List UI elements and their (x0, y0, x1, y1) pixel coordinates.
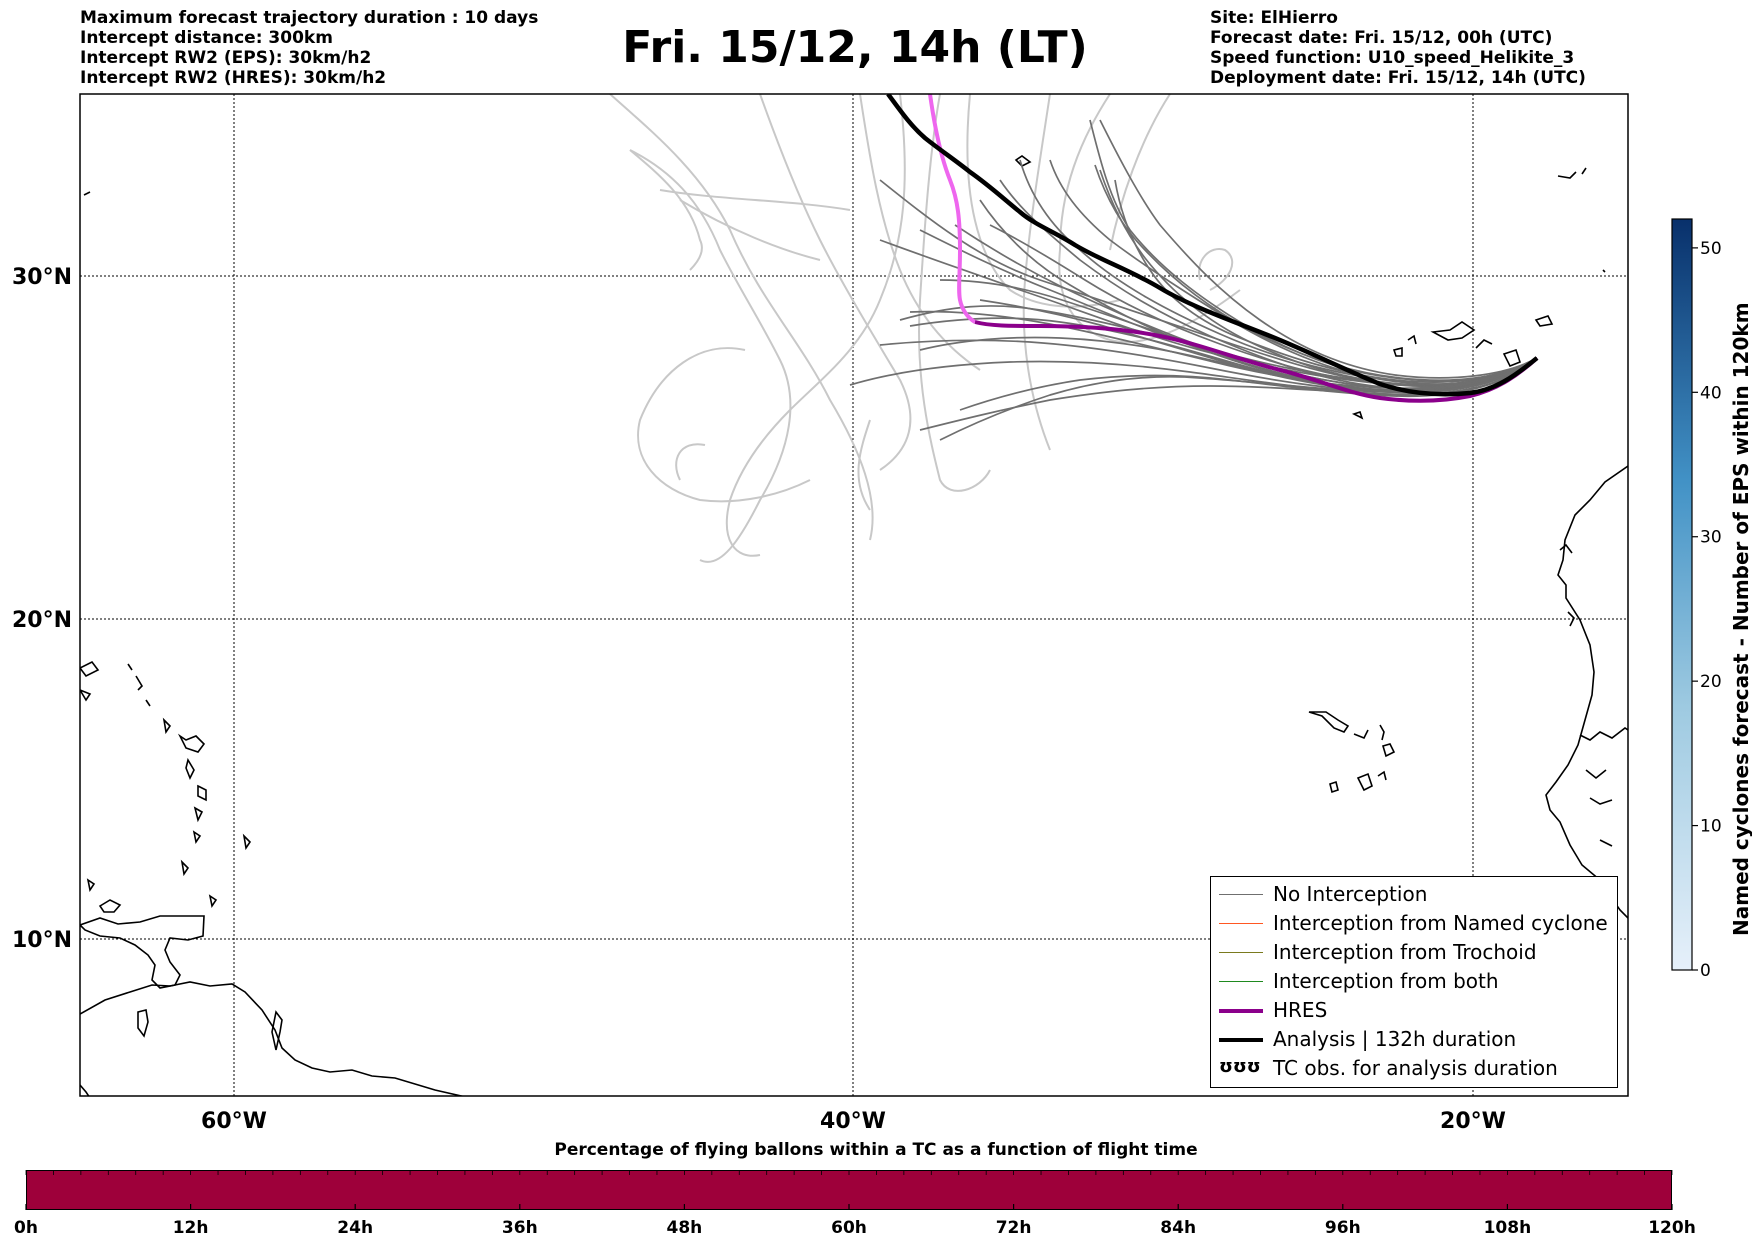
colorbar-tick-label: 30 (1700, 528, 1722, 548)
header-left-line-4: Intercept RW2 (HRES): 30km/h2 (80, 68, 387, 88)
colorbar-tick-label: 40 (1700, 383, 1722, 403)
hres-trajectory (974, 320, 1539, 403)
lon-label-60w: 60°W (201, 1109, 267, 1134)
header-right: Site: ElHierro Forecast date: Fri. 15/12… (1210, 8, 1586, 88)
header-right-deployment-date: Deployment date: Fri. 15/12, 14h (UTC) (1210, 68, 1586, 88)
percentage-bar-title: Percentage of flying ballons within a TC… (554, 1140, 1198, 1160)
header-right-forecast-date: Forecast date: Fri. 15/12, 00h (UTC) (1210, 28, 1553, 48)
legend-label-no-interception: No Interception (1273, 882, 1428, 906)
lon-label-20w: 20°W (1440, 1109, 1506, 1134)
percentage-bar (26, 1170, 1672, 1210)
percentage-bar-tick-label: 36h (501, 1218, 538, 1238)
legend-swatch-named-cyclone (1219, 923, 1263, 924)
legend-item-no-interception: No Interception (1211, 881, 1617, 909)
percentage-bar-tick-label: 96h (1324, 1218, 1361, 1238)
percentage-bar-tick-label: 120h (1648, 1218, 1696, 1238)
percentage-bar-tick-label: 108h (1483, 1218, 1532, 1238)
legend: No Interception Interception from Named … (1210, 876, 1618, 1088)
lat-label-10n: 10°N (12, 928, 72, 953)
header-left: Maximum forecast trajectory duration : 1… (80, 8, 538, 88)
legend-label-named-cyclone: Interception from Named cyclone (1273, 911, 1608, 935)
header-right-site: Site: ElHierro (1210, 8, 1338, 28)
legend-item-tc-obs: ʊʊʊ TC obs. for analysis duration (1211, 1055, 1617, 1083)
legend-label-tc-obs: TC obs. for analysis duration (1273, 1056, 1558, 1080)
colorbar-ticks: 0 10 20 30 40 50 (1692, 239, 1722, 981)
percentage-bar-tick-label: 84h (1160, 1218, 1197, 1238)
lat-label-30n: 30°N (12, 265, 72, 290)
tc-symbol-icon: ʊʊʊ (1219, 1056, 1261, 1077)
lon-label-40w: 40°W (820, 1109, 886, 1134)
percentage-bar-tick-label: 12h (172, 1218, 209, 1238)
legend-item-named-cyclone: Interception from Named cyclone (1211, 910, 1617, 938)
map-frame (79, 93, 1629, 1097)
percentage-bar-tick-label: 60h (831, 1218, 867, 1238)
legend-item-both: Interception from both (1211, 968, 1617, 996)
header-left-line-1: Maximum forecast trajectory duration : 1… (80, 8, 539, 28)
legend-item-analysis: Analysis | 132h duration (1211, 1026, 1617, 1054)
gridlines (80, 94, 1628, 1096)
coastline-africa (83, 155, 1628, 919)
header-left-line-3: Intercept RW2 (EPS): 30km/h2 (80, 48, 372, 68)
percentage-bar-tick-label: 72h (995, 1218, 1032, 1238)
colorbar (1671, 218, 1693, 971)
legend-label-hres: HRES (1273, 998, 1328, 1022)
lat-label-20n: 20°N (12, 608, 72, 633)
colorbar-tick-label: 10 (1700, 817, 1722, 837)
header-right-speed-function: Speed function: U10_speed_Helikite_3 (1210, 48, 1575, 68)
colorbar-label: Named cyclones forecast - Number of EPS … (1729, 302, 1752, 936)
legend-swatch-both (1219, 981, 1263, 982)
map-title: Fri. 15/12, 14h (LT) (622, 22, 1088, 73)
percentage-bar-tick-label: 48h (666, 1218, 703, 1238)
colorbar-tick-label: 20 (1700, 672, 1722, 692)
colorbar-tick-label: 0 (1700, 961, 1711, 981)
legend-swatch-analysis (1219, 1038, 1263, 1042)
header-left-line-2: Intercept distance: 300km (80, 28, 333, 48)
legend-swatch-trochoid (1219, 952, 1263, 953)
legend-label-analysis: Analysis | 132h duration (1273, 1027, 1517, 1051)
legend-swatch-no-interception (1219, 894, 1263, 895)
percentage-bar-tick-label: 0h (14, 1218, 38, 1238)
legend-swatch-hres (1219, 1009, 1263, 1013)
legend-item-hres: HRES (1211, 997, 1617, 1025)
analysis-trajectory (886, 94, 1539, 397)
coastline-caribbean (80, 660, 465, 1096)
legend-label-trochoid: Interception from Trochoid (1273, 940, 1537, 964)
legend-item-trochoid: Interception from Trochoid (1211, 939, 1617, 967)
legend-label-both: Interception from both (1273, 969, 1499, 993)
percentage-bar-tick-label: 24h (337, 1218, 374, 1238)
colorbar-tick-label: 50 (1700, 239, 1722, 259)
